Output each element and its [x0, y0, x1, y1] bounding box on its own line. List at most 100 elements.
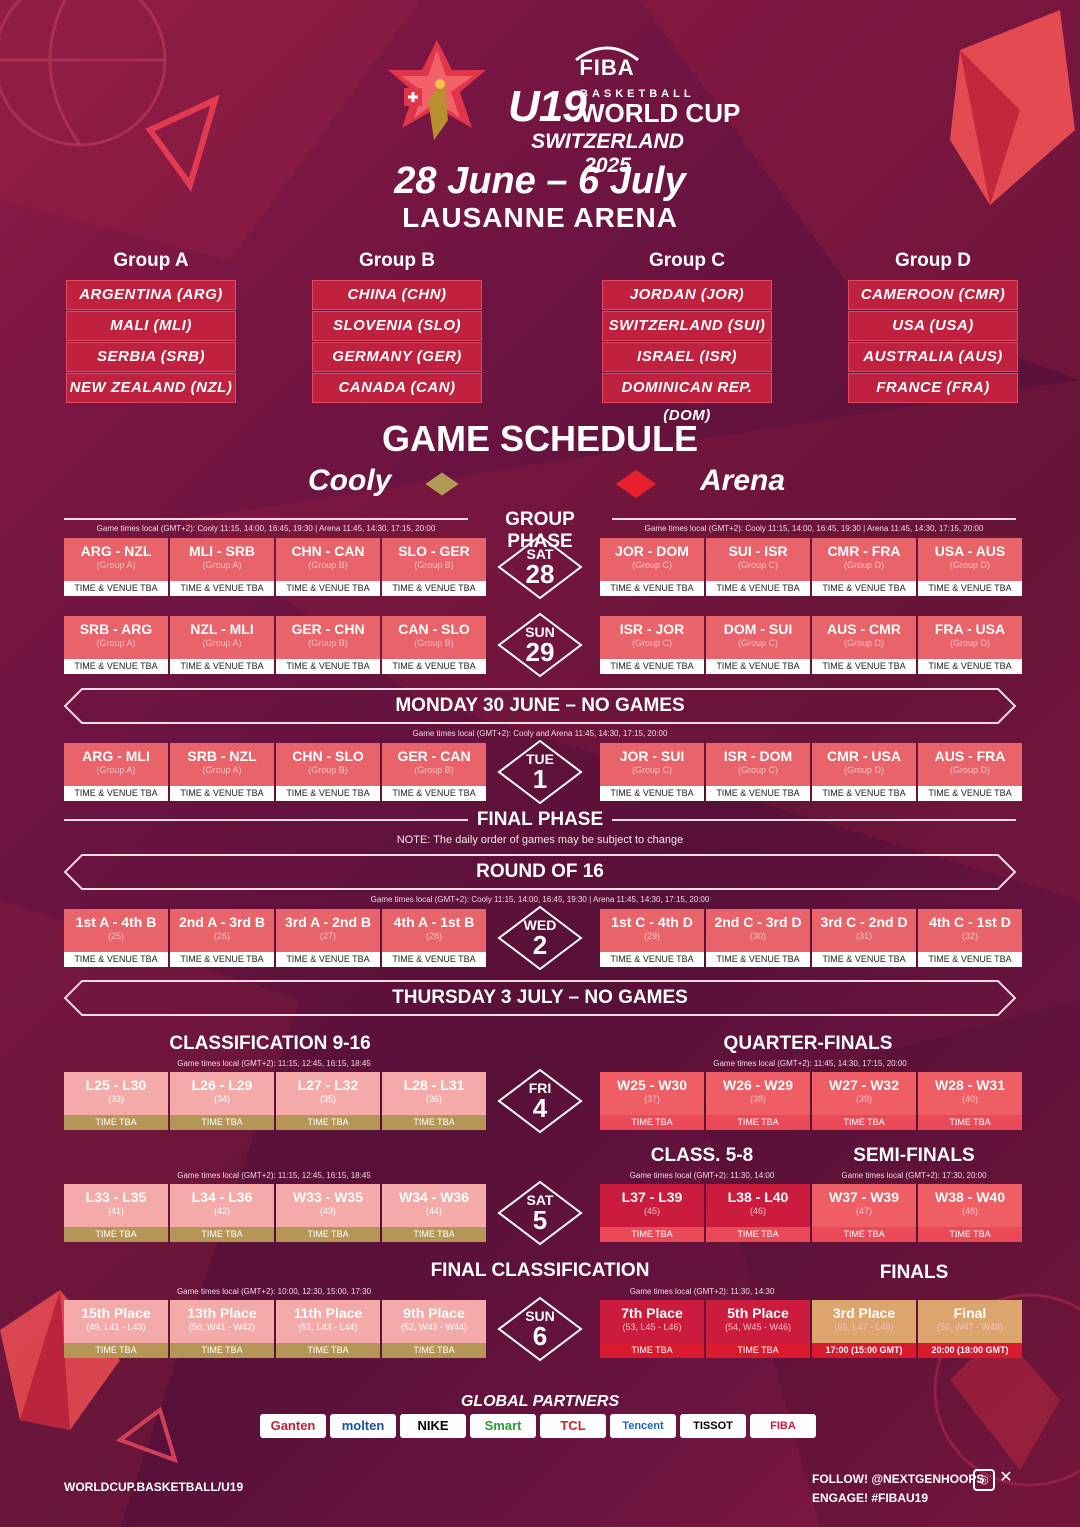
game-card: CHN - CAN (Group B) TIME & VENUE TBA — [276, 538, 380, 596]
matchup: W26 - W29 — [722, 1077, 793, 1093]
game-card: GER - CAN (Group B) TIME & VENUE TBA — [382, 743, 486, 801]
game-card: SUI - ISR (Group C) TIME & VENUE TBA — [706, 538, 810, 596]
day-weekday: TUE — [526, 751, 554, 767]
game-card: 5th Place (54, W45 - W46) TIME TBA — [706, 1300, 810, 1358]
game-info: (52, W43 - W44) — [400, 1322, 467, 1332]
game-card: W27 - W32 (39) TIME TBA — [812, 1072, 916, 1130]
venue-name: LAUSANNE ARENA — [402, 202, 678, 233]
matchup: JOR - DOM — [615, 543, 689, 559]
matchup: USA - AUS — [934, 543, 1006, 559]
game-info: (40) — [961, 1094, 978, 1104]
group-heading: Group D — [895, 250, 971, 271]
time-note: Game times local (GMT+2): 11:15, 12:45, … — [177, 1059, 371, 1068]
game-card: 1st C - 4th D (29) TIME & VENUE TBA — [600, 909, 704, 967]
group-team: SWITZERLAND (SUI) — [602, 311, 772, 341]
day-number: 6 — [532, 1321, 548, 1351]
game-info: (48) — [961, 1206, 978, 1216]
game-time: TIME TBA — [276, 1115, 380, 1130]
group-team: DOMINICAN REP. (DOM) — [602, 373, 772, 424]
no-games-banner: THURSDAY 3 JULY – NO GAMES — [64, 980, 1016, 1016]
matchup: L38 - L40 — [727, 1189, 789, 1205]
game-card: CAN - SLO (Group B) TIME & VENUE TBA — [382, 616, 486, 674]
game-time: TIME TBA — [382, 1227, 486, 1242]
game-time: TIME & VENUE TBA — [600, 952, 704, 967]
game-time: TIME TBA — [706, 1115, 810, 1130]
game-card: 2nd C - 3rd D (30) TIME & VENUE TBA — [706, 909, 810, 967]
game-card: FRA - USA (Group D) TIME & VENUE TBA — [918, 616, 1022, 674]
matchup: CHN - CAN — [291, 543, 365, 559]
game-time: TIME TBA — [382, 1115, 486, 1130]
group-heading: Group B — [359, 250, 435, 271]
game-info: (39) — [855, 1094, 872, 1104]
game-time: TIME TBA — [918, 1115, 1022, 1130]
partner-logo: FIBA — [750, 1414, 816, 1438]
game-time: TIME TBA — [812, 1227, 916, 1242]
game-time: TIME & VENUE TBA — [918, 581, 1022, 596]
matchup: DOM - SUI — [723, 621, 793, 637]
legend-arena: Arena — [700, 464, 786, 497]
quarter-finals-title: QUARTER-FINALS — [723, 1033, 893, 1054]
game-card: USA - AUS (Group D) TIME & VENUE TBA — [918, 538, 1022, 596]
game-time: TIME TBA — [382, 1343, 486, 1358]
group-team: ARGENTINA (ARG) — [66, 280, 236, 310]
matchup: 2nd A - 3rd B — [178, 914, 266, 930]
game-time: TIME & VENUE TBA — [170, 952, 274, 967]
time-note: Game times local (GMT+2): Cooly 11:15, 1… — [370, 895, 710, 904]
no-games-monday: MONDAY 30 JUNE – NO GAMES — [395, 695, 685, 716]
day-marker: SAT 28 — [497, 534, 583, 600]
game-time: TIME TBA — [706, 1343, 810, 1358]
game-time: TIME & VENUE TBA — [382, 786, 486, 801]
game-time: TIME & VENUE TBA — [276, 952, 380, 967]
follow-handle[interactable]: FOLLOW! @NEXTGENHOOPS — [812, 1472, 985, 1486]
matchup: 11th Place — [293, 1305, 363, 1321]
game-info: (Group B) — [414, 560, 454, 570]
game-card: W25 - W30 (37) TIME TBA — [600, 1072, 704, 1130]
game-info: (Group D) — [843, 638, 884, 648]
time-note: Game times local (GMT+2): Cooly 11:15, 1… — [644, 524, 984, 533]
matchup: W27 - W32 — [828, 1077, 899, 1093]
game-info: (50, W41 - W42) — [188, 1322, 255, 1332]
game-time: TIME TBA — [276, 1343, 380, 1358]
game-time: TIME TBA — [64, 1227, 168, 1242]
matchup: MLI - SRB — [188, 543, 256, 559]
matchup: SRB - NZL — [187, 748, 257, 764]
website-link[interactable]: WORLDCUP.BASKETBALL/U19 — [64, 1480, 244, 1494]
game-time: TIME & VENUE TBA — [64, 581, 168, 596]
game-info: (49, L41 - L43) — [86, 1322, 146, 1332]
x-twitter-icon[interactable]: ✕ — [999, 1469, 1013, 1486]
game-info: (31) — [855, 931, 872, 941]
game-info: (43) — [319, 1206, 336, 1216]
matchup: L34 - L36 — [191, 1189, 253, 1205]
matchup: ISR - JOR — [619, 621, 685, 637]
game-time: TIME & VENUE TBA — [382, 659, 486, 674]
game-card: L37 - L39 (45) TIME TBA — [600, 1184, 704, 1242]
u19-title: U19 — [508, 82, 587, 131]
game-info: (36) — [425, 1094, 442, 1104]
game-info: (Group A) — [96, 765, 136, 775]
matchup: W25 - W30 — [616, 1077, 687, 1093]
day-weekday: SAT — [526, 1192, 554, 1208]
instagram-icon[interactable]: ◎ — [973, 1469, 995, 1491]
partners-title: GLOBAL PARTNERS — [460, 1393, 620, 1410]
game-info: (Group C) — [737, 638, 778, 648]
day-number: 4 — [532, 1093, 548, 1123]
partner-logo: Smart — [470, 1414, 536, 1438]
group-phase-title: GROUP PHASE — [505, 509, 575, 552]
game-info: (29) — [643, 931, 660, 941]
game-card: JOR - DOM (Group C) TIME & VENUE TBA — [600, 538, 704, 596]
game-info: (47) — [855, 1206, 872, 1216]
game-time: TIME & VENUE TBA — [918, 659, 1022, 674]
game-info: (Group A) — [202, 765, 242, 775]
partners-logos: Ganten molten NIKE Smart TCL Tencent TIS… — [260, 1414, 820, 1440]
game-time: TIME TBA — [812, 1115, 916, 1130]
matchup: ARG - NZL — [80, 543, 152, 559]
game-info: (27) — [319, 931, 336, 941]
game-time: TIME & VENUE TBA — [812, 659, 916, 674]
game-info: (42) — [213, 1206, 230, 1216]
matchup: 1st A - 4th B — [75, 914, 157, 930]
game-time: TIME & VENUE TBA — [600, 659, 704, 674]
game-info: (55, L47 - L48) — [834, 1322, 894, 1332]
matchup: 13th Place — [187, 1305, 257, 1321]
matchup: JOR - SUI — [619, 748, 685, 764]
day-weekday: FRI — [528, 1080, 552, 1096]
